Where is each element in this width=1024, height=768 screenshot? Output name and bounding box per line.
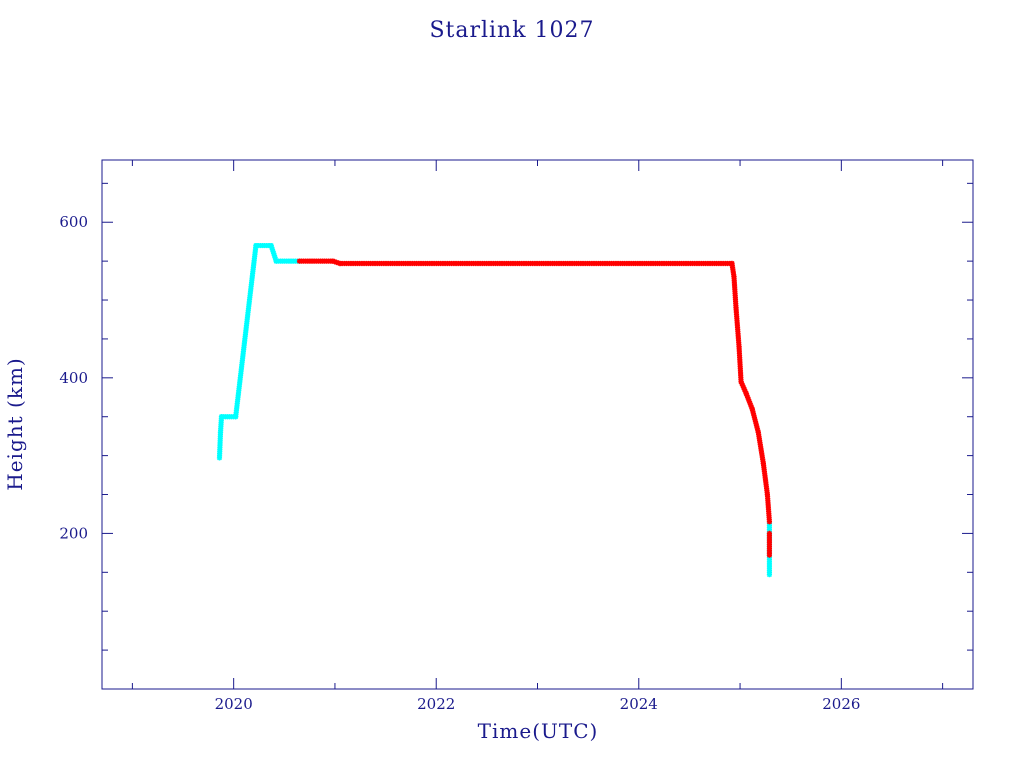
series-0 [216, 242, 773, 578]
data-point [746, 398, 752, 404]
x-axis-label: Time(UTC) [478, 719, 599, 743]
data-point [766, 552, 773, 558]
y-axis-label: Height (km) [3, 357, 27, 490]
plot-frame [101, 159, 974, 690]
data-point [739, 381, 745, 387]
data-point [738, 379, 744, 385]
tick-labels: 2020 2022 2024 2026 200 400 600 [59, 213, 860, 713]
chart-title: Starlink 1027 [429, 18, 594, 43]
series-1 [296, 258, 773, 558]
data-points [216, 242, 773, 578]
data-point [748, 402, 754, 408]
x-tick-label: 2020 [215, 695, 253, 713]
x-tick-label: 2026 [822, 695, 860, 713]
x-tick-label: 2022 [417, 695, 455, 713]
data-point [740, 383, 746, 389]
data-point [766, 572, 773, 578]
data-point [741, 386, 748, 393]
data-point [744, 392, 750, 398]
x-tick-label: 2024 [620, 695, 658, 713]
ticks [102, 160, 973, 689]
y-tick-label: 400 [59, 369, 88, 387]
data-point [766, 519, 773, 525]
y-tick-label: 200 [59, 524, 88, 542]
data-point [743, 390, 749, 396]
data-point [745, 396, 752, 402]
y-tick-label: 600 [59, 213, 88, 231]
data-point [742, 388, 748, 395]
data-point [748, 404, 755, 410]
data-point [745, 394, 751, 400]
data-point [747, 400, 753, 406]
data-point [741, 384, 747, 391]
